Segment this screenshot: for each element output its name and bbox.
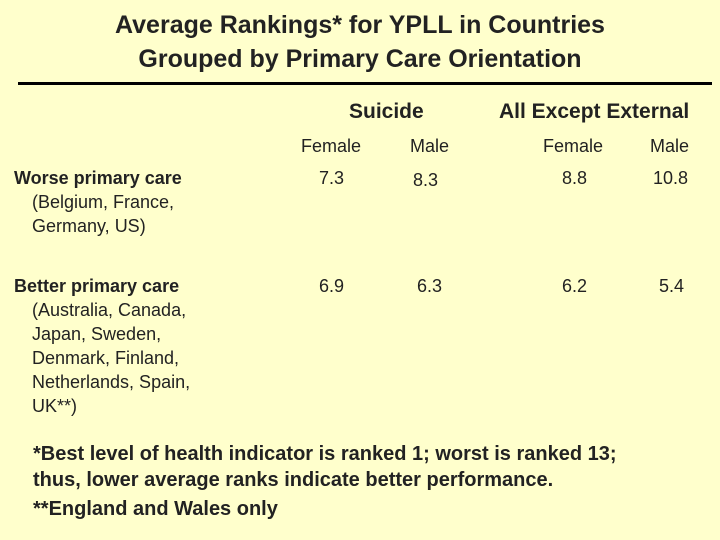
- value-cell: 5.4: [659, 276, 685, 296]
- country-line: (Belgium, France,: [32, 192, 175, 212]
- row-label-worse-primary-care: Worse primary care (Belgium, France, Ger…: [14, 166, 182, 238]
- title-line-2: Grouped by Primary Care Orientation: [138, 45, 582, 73]
- country-line: UK**): [32, 396, 78, 416]
- country-line: Japan, Sweden,: [32, 324, 162, 344]
- footnote-ranking: *Best level of health indicator is ranke…: [33, 443, 617, 465]
- footnote-ranking-continued: thus, lower average ranks indicate bette…: [33, 469, 554, 491]
- column-header-external-female: Female: [543, 136, 604, 156]
- group-header-suicide: Suicide: [349, 100, 424, 123]
- country-line: Denmark, Finland,: [32, 348, 180, 368]
- value-cell: 8.8: [562, 168, 588, 188]
- value-cell: 6.9: [319, 276, 345, 296]
- country-line: (Australia, Canada,: [32, 300, 187, 320]
- column-header-suicide-female: Female: [301, 136, 362, 156]
- value-cell: 10.8: [653, 168, 689, 188]
- row-title: Better primary care: [14, 276, 180, 296]
- column-header-external-male: Male: [650, 136, 690, 156]
- row-title: Worse primary care: [14, 168, 182, 188]
- footnote-uk: **England and Wales only: [33, 498, 278, 520]
- country-line: Germany, US): [32, 216, 146, 236]
- title-line-1: Average Rankings* for YPLL in Countries: [115, 11, 605, 39]
- value-cell: 8.3: [413, 170, 439, 190]
- slide-title: Average Rankings* for YPLL in Countries …: [0, 8, 720, 76]
- country-line: Netherlands, Spain,: [32, 372, 191, 392]
- value-cell: 7.3: [319, 168, 345, 188]
- group-header-all-except-external: All Except External: [499, 100, 690, 123]
- row-label-better-primary-care: Better primary care (Australia, Canada, …: [14, 274, 190, 418]
- title-divider: [18, 82, 712, 85]
- value-cell: 6.3: [417, 276, 443, 296]
- column-header-suicide-male: Male: [410, 136, 450, 156]
- value-cell: 6.2: [562, 276, 588, 296]
